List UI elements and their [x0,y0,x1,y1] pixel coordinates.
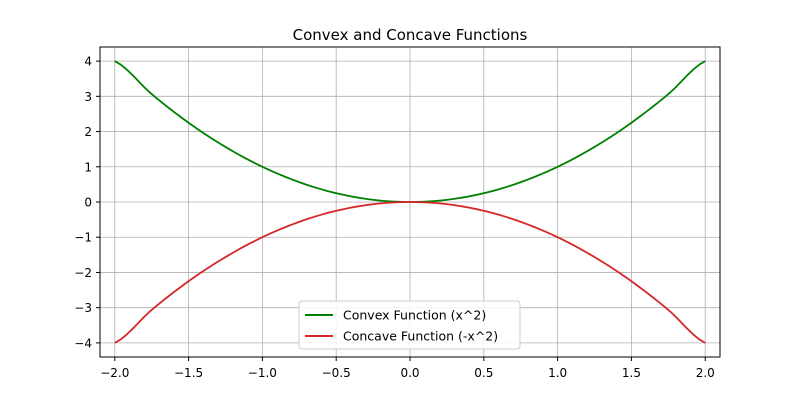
chart-title: Convex and Concave Functions [293,26,528,44]
x-axis: −2.0 −1.5 −1.0 −0.5 0.0 0.5 1.0 1.5 2.0 [100,357,715,380]
y-tick-label: −3 [74,301,92,315]
x-tick-label: −0.5 [322,366,351,380]
y-tick-label: 0 [84,196,92,210]
y-tick-label: 3 [84,90,92,104]
x-tick-label: 2.0 [696,366,715,380]
legend-label-concave: Concave Function (-x^2) [343,329,498,344]
x-tick-label: 1.5 [622,366,641,380]
x-tick-label: −2.0 [100,366,129,380]
x-tick-label: 0.0 [400,366,419,380]
y-tick-label: −2 [74,266,92,280]
y-tick-label: −4 [74,336,92,350]
legend-box [298,300,521,350]
series-line-1 [114,201,706,344]
y-tick-label: 4 [84,55,92,69]
x-tick-label: −1.5 [174,366,203,380]
y-tick-label: 2 [84,125,92,139]
x-tick-label: −1.0 [248,366,277,380]
y-tick-label: 1 [84,160,92,174]
y-tick-label: −1 [74,231,92,245]
x-tick-label: 1.0 [548,366,567,380]
legend: Convex Function (x^2) Concave Function (… [298,300,521,350]
series-layer [114,60,706,344]
x-tick-label: 0.5 [474,366,493,380]
legend-label-convex: Convex Function (x^2) [343,308,486,323]
y-axis: 4 3 2 1 0 −1 −2 −3 −4 [74,55,100,350]
